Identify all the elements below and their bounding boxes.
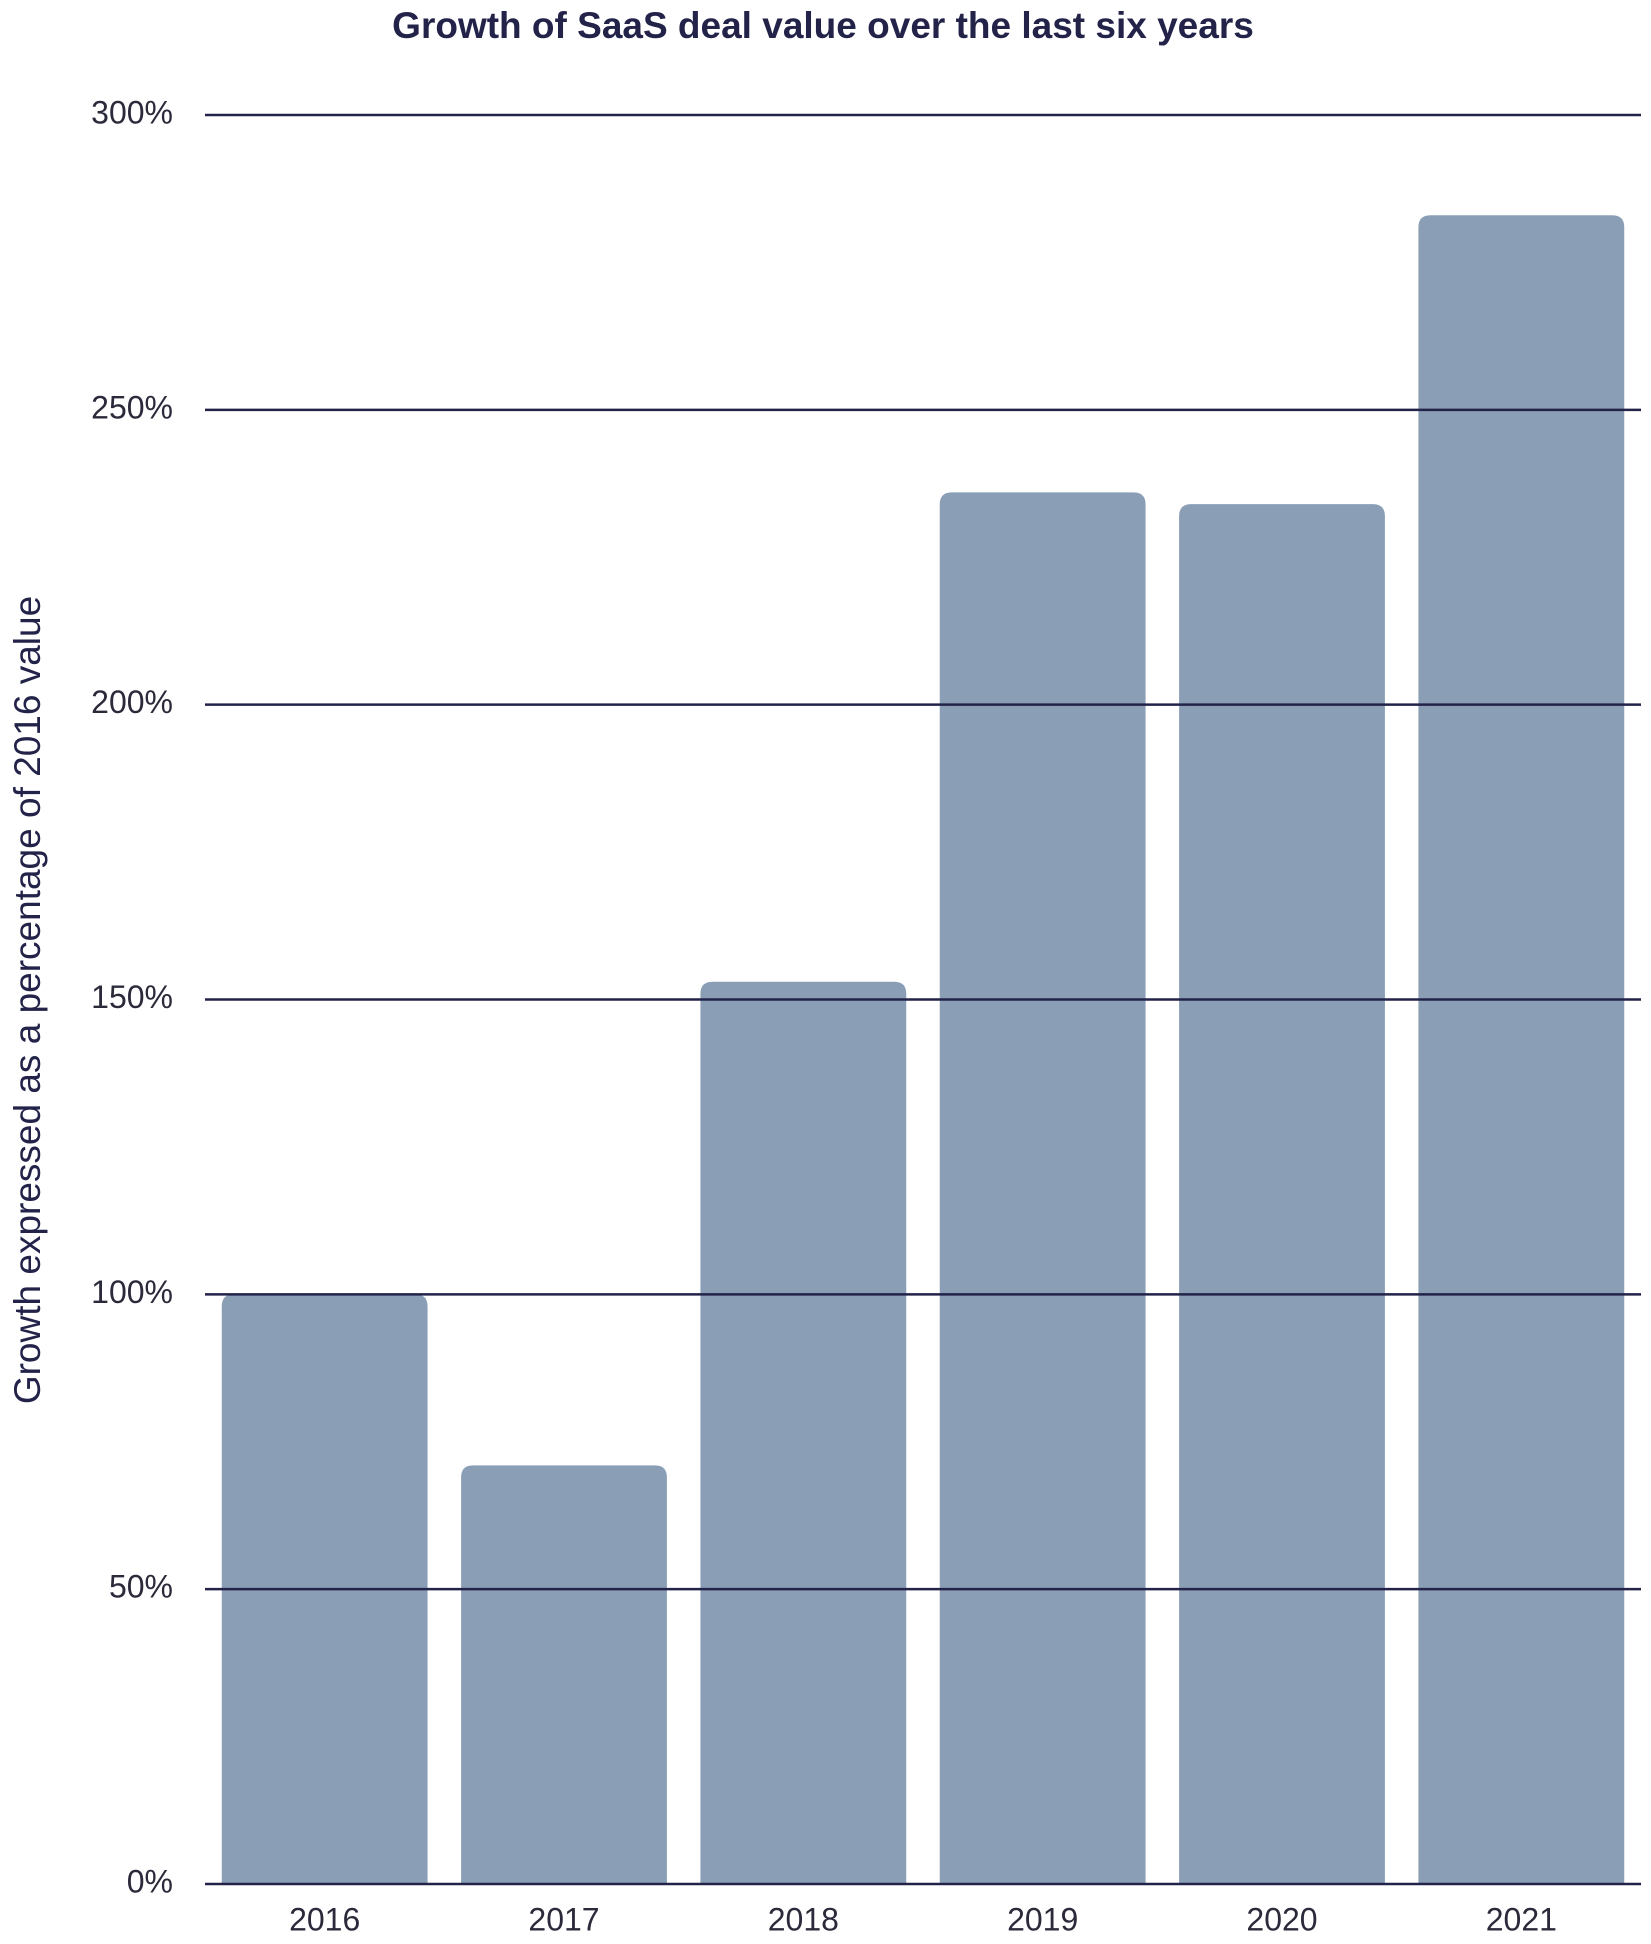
x-tick-label: 2018 bbox=[768, 1901, 839, 1937]
chart-title: Growth of SaaS deal value over the last … bbox=[392, 5, 1254, 46]
x-tick-label: 2017 bbox=[528, 1901, 599, 1937]
x-tick-label: 2021 bbox=[1486, 1901, 1557, 1937]
x-tick-label: 2020 bbox=[1246, 1901, 1317, 1937]
y-tick-label: 300% bbox=[91, 94, 173, 130]
x-tick-label: 2019 bbox=[1007, 1901, 1078, 1937]
bar bbox=[461, 1465, 667, 1884]
y-tick-label: 250% bbox=[91, 389, 173, 425]
y-tick-label: 0% bbox=[127, 1863, 173, 1899]
bar bbox=[700, 981, 907, 1884]
y-axis-label: Growth expressed as a percentage of 2016… bbox=[7, 596, 48, 1404]
x-tick-label: 2016 bbox=[289, 1901, 360, 1937]
y-tick-label: 150% bbox=[91, 979, 173, 1015]
y-tick-label: 100% bbox=[91, 1274, 173, 1310]
bar bbox=[1418, 215, 1625, 1885]
bar bbox=[939, 492, 1146, 1884]
bar bbox=[1179, 504, 1385, 1885]
y-tick-label: 50% bbox=[109, 1569, 173, 1605]
y-tick-label: 200% bbox=[91, 684, 173, 720]
